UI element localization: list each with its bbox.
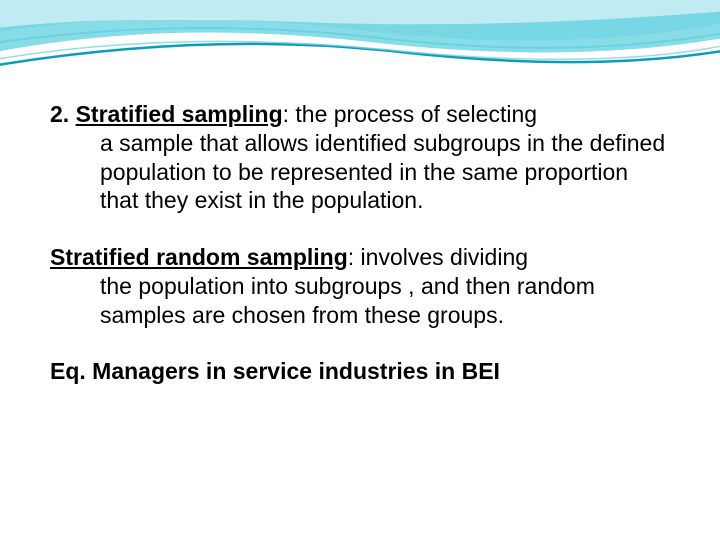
- term-2: Stratified random sampling: [50, 244, 348, 270]
- item-number: 2.: [50, 101, 76, 127]
- decorative-wave-header: [0, 0, 720, 110]
- paragraph-3: Eq. Managers in service industries in BE…: [50, 357, 670, 386]
- term-1: Stratified sampling: [76, 101, 283, 127]
- wave-svg: [0, 0, 720, 110]
- definition-1-rest: a sample that allows identified subgroup…: [50, 129, 670, 215]
- definition-2-start: : involves dividing: [348, 244, 528, 270]
- paragraph-2: Stratified random sampling: involves div…: [50, 243, 670, 329]
- slide-content: 2. Stratified sampling: the process of s…: [50, 100, 670, 414]
- definition-2-rest: the population into subgroups , and then…: [50, 272, 670, 330]
- paragraph-1: 2. Stratified sampling: the process of s…: [50, 100, 670, 215]
- definition-1-start: : the process of selecting: [283, 101, 537, 127]
- example-text: Eq. Managers in service industries in BE…: [50, 358, 500, 384]
